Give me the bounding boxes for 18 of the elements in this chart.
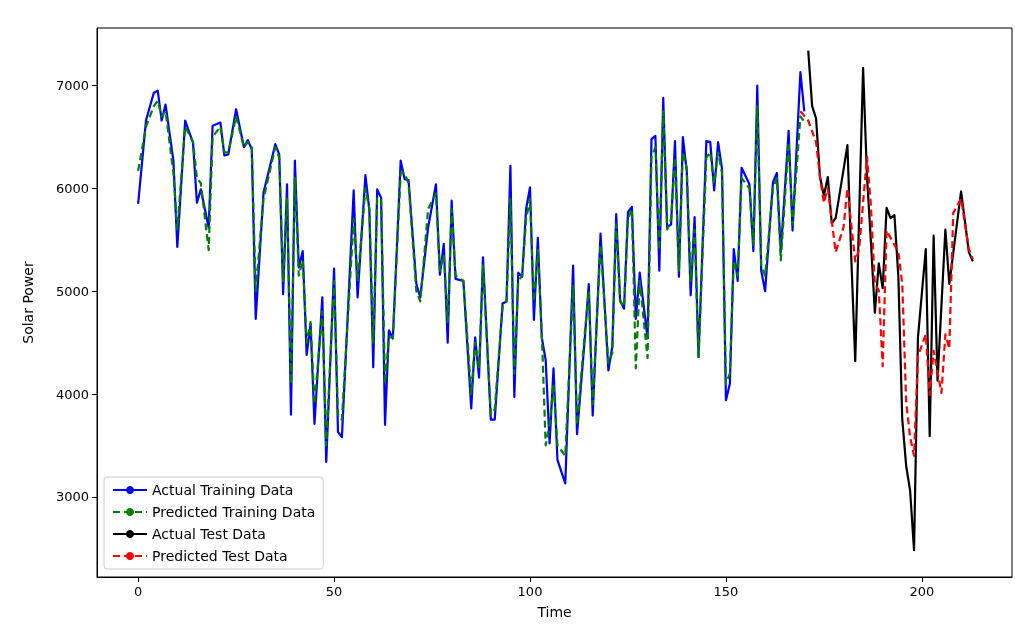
x-tick-label: 150 bbox=[713, 584, 739, 599]
legend-label: Predicted Training Data bbox=[152, 504, 316, 520]
legend-label: Predicted Test Data bbox=[152, 548, 288, 564]
y-axis-title: Solar Power bbox=[20, 261, 36, 344]
x-tick-label: 200 bbox=[909, 584, 935, 599]
line-series bbox=[799, 110, 974, 457]
legend-label: Actual Training Data bbox=[152, 482, 294, 498]
y-tick-label: 6000 bbox=[55, 180, 89, 196]
x-tick-label: 100 bbox=[517, 584, 543, 599]
x-tick-label: 0 bbox=[134, 584, 143, 599]
y-tick-label: 4000 bbox=[55, 386, 89, 402]
y-tick-label: 5000 bbox=[55, 283, 89, 299]
legend-label: Actual Test Data bbox=[152, 526, 266, 542]
x-tick-label: 50 bbox=[325, 584, 343, 599]
x-axis-title: Time bbox=[536, 604, 572, 620]
y-tick-label: 3000 bbox=[55, 489, 89, 505]
line-series bbox=[807, 49, 974, 552]
y-tick-label: 7000 bbox=[55, 78, 89, 94]
